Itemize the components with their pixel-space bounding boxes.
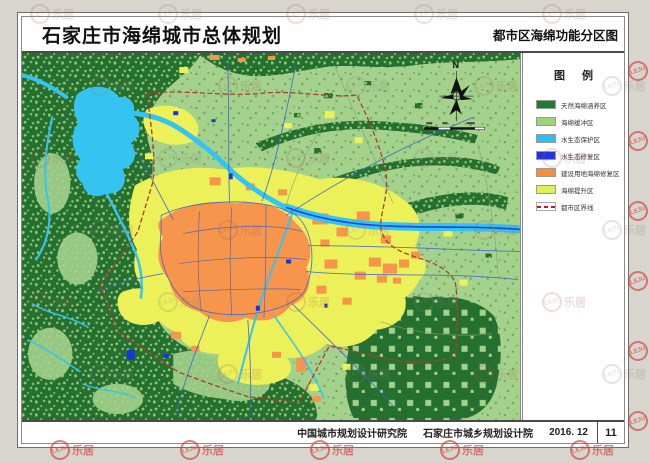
plan-sheet: 石家庄市海绵城市总体规划 都市区海绵功能分区图	[17, 12, 629, 448]
legend-item: 海绵缓冲区	[523, 113, 624, 130]
watermark-leju: LEJU 乐居	[625, 195, 650, 227]
legend-item-label: 建设用地海绵修复区	[561, 170, 620, 178]
leju-logo-icon: LEJU	[625, 408, 650, 434]
legend-item: 海绵提升区	[523, 181, 624, 198]
water-layer	[22, 73, 520, 400]
legend-swatch	[536, 202, 556, 211]
sheet-subtitle: 都市区海绵功能分区图	[492, 28, 618, 43]
legend-item-label: 海绵缓冲区	[561, 119, 594, 127]
water-restore-ponds	[126, 111, 328, 360]
design-institute-1: 中国城市规划设计研究院	[297, 429, 408, 440]
legend-swatch	[536, 151, 556, 160]
page-number: 11	[597, 422, 624, 443]
design-institute-2: 石家庄市城乡规划设计院	[423, 429, 534, 440]
legend-swatch	[536, 168, 556, 177]
scale-bar	[424, 122, 485, 130]
watermark-leju: LEJU 乐居	[625, 55, 650, 87]
legend-item-label: 水生态保护区	[561, 136, 600, 144]
watermark-leju: LEJU 乐居	[625, 335, 650, 367]
legend-item-label: 都市区界线	[561, 204, 594, 212]
map-area: N	[22, 53, 520, 420]
legend-swatch	[536, 117, 556, 126]
legend-item-label: 天然海绵涵养区	[561, 102, 607, 110]
legend-swatch	[536, 185, 556, 194]
footer-credits: 中国城市规划设计研究院 石家庄市城乡规划设计院 2016. 12	[22, 422, 597, 443]
watermark-leju: LEJU 乐居	[625, 265, 650, 297]
legend-item: 都市区界线	[523, 198, 624, 215]
mountain-clearings	[28, 153, 270, 414]
rural-roads	[285, 64, 499, 336]
legend-item-label: 海绵提升区	[561, 187, 594, 195]
metro-boundary-line	[99, 91, 459, 403]
legend-swatch	[536, 134, 556, 143]
watermark-leju: LEJU 乐居	[625, 405, 650, 437]
footer-bar: 中国城市规划设计研究院 石家庄市城乡规划设计院 2016. 12 11	[22, 420, 624, 443]
content-row: N	[22, 53, 624, 420]
leju-logo-icon: LEJU	[625, 268, 650, 294]
leju-logo-icon: LEJU	[625, 338, 650, 364]
legend-item: 水生态修复区	[523, 147, 624, 164]
legend-swatch	[536, 100, 556, 109]
north-label: N	[452, 60, 459, 70]
legend-item-label: 水生态修复区	[561, 153, 600, 161]
legend-item: 水生态保护区	[523, 130, 624, 147]
legend-items: 天然海绵涵养区 海绵缓冲区 水生态保护区 水生态修复区 建设用地海绵修复区 海绵…	[523, 96, 624, 215]
plan-title: 石家庄市海绵城市总体规划	[42, 25, 283, 47]
reservoir-lake	[72, 86, 140, 197]
plan-date: 2016. 12	[549, 427, 588, 438]
plan-map: N	[22, 53, 520, 420]
leju-logo-icon: LEJU	[625, 198, 650, 224]
legend-item: 天然海绵涵养区	[523, 96, 624, 113]
legend-panel: 图 例 天然海绵涵养区 海绵缓冲区 水生态保护区 水生态修复区 建设用地海绵修复…	[520, 53, 624, 420]
leju-logo-icon: LEJU	[625, 58, 650, 84]
legend-item: 建设用地海绵修复区	[523, 164, 624, 181]
leju-logo-icon: LEJU	[625, 128, 650, 154]
watermark-leju: LEJU 乐居	[625, 125, 650, 157]
legend-title: 图 例	[553, 70, 601, 82]
north-compass: N	[439, 60, 474, 122]
built-restore-layer	[158, 55, 421, 402]
title-bar: 石家庄市海绵城市总体规划 都市区海绵功能分区图	[22, 17, 624, 53]
sheet-inner-frame: 石家庄市海绵城市总体规划 都市区海绵功能分区图	[21, 16, 625, 444]
